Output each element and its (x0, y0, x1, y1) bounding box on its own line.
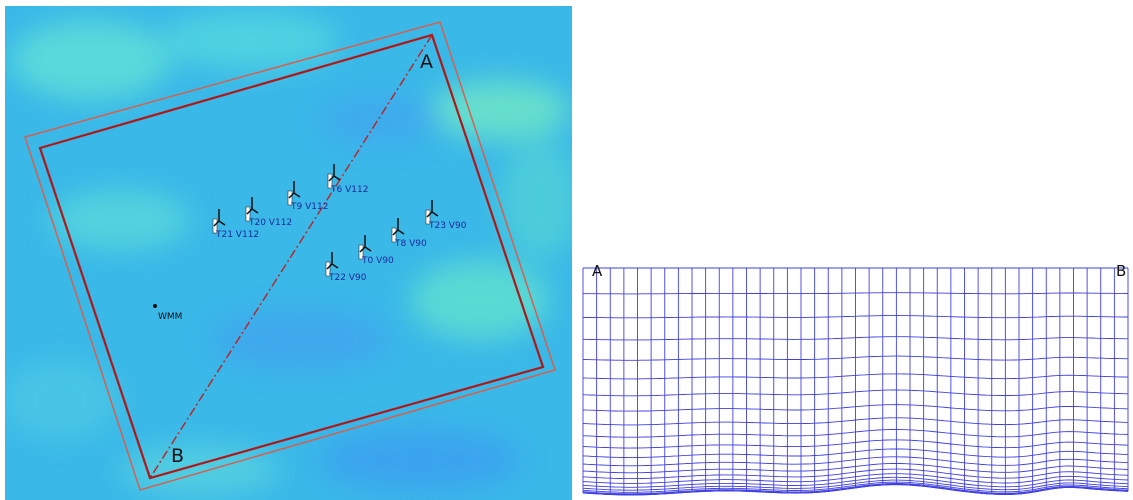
canvas: A B WMM T21 V112 T20 V112 T9 V112T6 V112 T2… (0, 0, 1133, 500)
turbine-label: T20 V112 (248, 218, 292, 228)
met-mast-label: WMM (158, 312, 182, 322)
turbine-label: T23 V90 (428, 221, 467, 231)
turbine-label: T8 V90 (394, 239, 427, 249)
corner-label: B (171, 445, 184, 467)
screenshot: A B WMM T21 V112 T20 V112 T9 V112T6 V112 T2… (0, 0, 1133, 500)
mesh-section (583, 268, 1128, 495)
turbine-label: T21 V112 (215, 230, 259, 240)
corner-label: A (420, 51, 433, 73)
section-label: B (1116, 262, 1126, 280)
terrain-map (0, 6, 580, 500)
section-label: A (592, 262, 603, 280)
turbine-label: T22 V90 (328, 273, 367, 283)
met-mast (153, 304, 157, 308)
turbine-label: T0 V90 (361, 256, 394, 266)
turbine-label: T6 V112 (330, 185, 368, 195)
turbine-label: T9 V112 (290, 202, 328, 212)
